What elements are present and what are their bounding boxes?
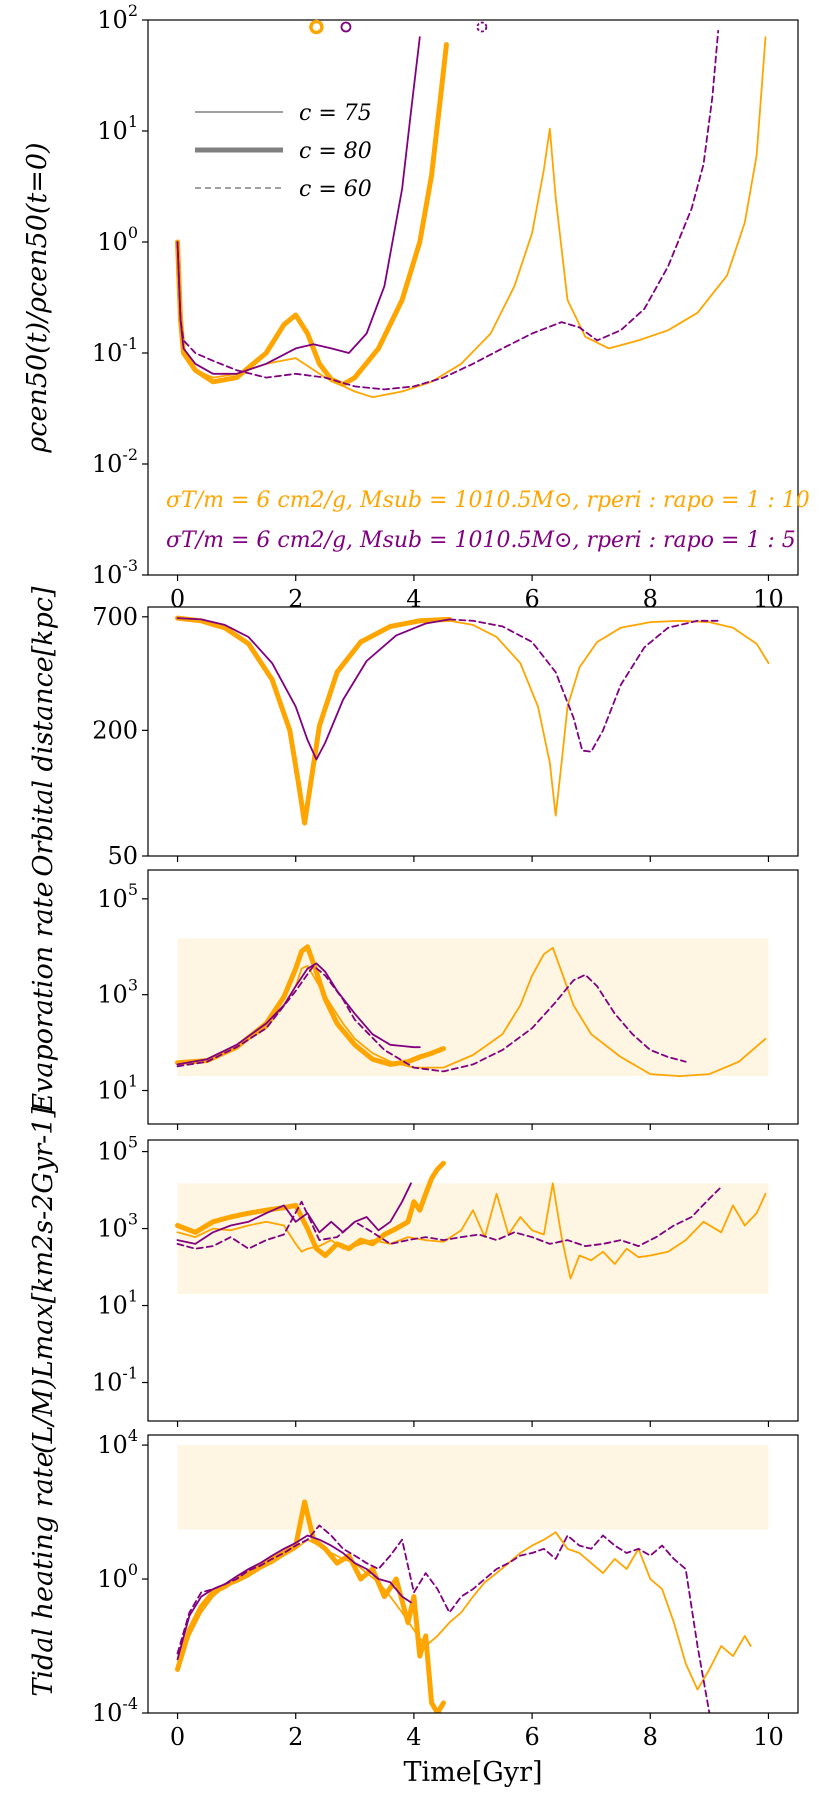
x-tick-label: 2 xyxy=(288,585,303,613)
x-tick-label: 10 xyxy=(753,585,784,613)
series-orange-thick xyxy=(175,615,452,826)
y-tick-label: 200 xyxy=(92,716,138,744)
series-purple-thin xyxy=(176,36,421,375)
y-axis-label: Orbital distance[kpc] xyxy=(28,586,59,877)
y-tick-label: 103 xyxy=(97,1210,138,1243)
y-tick-label: 105 xyxy=(97,1133,138,1166)
series-orange-thick xyxy=(175,1160,446,1258)
x-tick-label: 6 xyxy=(524,1723,539,1751)
x-tick-label: 2 xyxy=(288,1723,303,1751)
annotation-text: σT/m = 6 cm2/g, Msub = 1010.5M⊙, rperi :… xyxy=(166,488,810,513)
y-tick-label: 10-2 xyxy=(92,445,138,478)
series-purple-thin xyxy=(176,617,451,761)
band-region xyxy=(177,1445,769,1530)
panel-5: 0 2 4 6 8 10 10-4 100 104 Tidal heating rate Time[… xyxy=(28,1426,799,1788)
panel-frame xyxy=(147,606,799,857)
y-tick-label: 10-3 xyxy=(92,556,138,589)
series-purple-dashed xyxy=(176,29,720,391)
series-orange-thick xyxy=(175,42,449,387)
y-tick-label: 104 xyxy=(97,1426,138,1459)
x-tick-label: 8 xyxy=(643,585,658,613)
y-axis-label: Tidal heating rate xyxy=(28,1451,59,1696)
x-tick-label: 4 xyxy=(406,1723,421,1751)
y-tick-label: 10-1 xyxy=(92,334,138,367)
series-purple-dashed xyxy=(176,1186,723,1250)
series-purple-dashed xyxy=(448,618,723,753)
y-tick-label: 100 xyxy=(97,223,138,256)
panel-frame xyxy=(147,19,799,576)
marker-circle xyxy=(309,19,324,35)
series-orange-thick xyxy=(175,1499,446,1713)
y-tick-label: 10-4 xyxy=(92,1694,138,1727)
panel-frame xyxy=(147,1139,799,1422)
legend-entry: c = 75 xyxy=(299,101,372,126)
y-tick-label: 10-1 xyxy=(92,1364,138,1397)
y-tick-label: 100 xyxy=(97,1560,138,1593)
x-tick-label: 10 xyxy=(753,1723,784,1751)
panel-frame xyxy=(147,869,799,1125)
series-purple-dashed xyxy=(176,1524,711,1713)
y-axis-label: (L/M)Lmax[km2s-2Gyr-1] xyxy=(28,1107,59,1454)
panel-2: 50 200 700 Orbital distance[kpc] xyxy=(28,586,799,877)
x-tick-label: 8 xyxy=(643,1723,658,1751)
top-markers xyxy=(309,19,488,35)
legend-entry: c = 60 xyxy=(299,177,372,202)
panel-4: 10-1 101 103 105 (L/M)Lmax[km2s-2Gyr-1] xyxy=(28,1107,799,1454)
marker-circle xyxy=(340,21,352,33)
series-purple-thin xyxy=(176,1182,412,1245)
x-tick-label: 6 xyxy=(524,585,539,613)
x-tick-label: 0 xyxy=(170,1723,185,1751)
x-tick-label: 4 xyxy=(406,585,421,613)
series-orange-thin xyxy=(176,1182,767,1280)
series-purple-dashed xyxy=(176,964,687,1073)
panel-frame xyxy=(147,1434,799,1714)
series-purple-thin xyxy=(176,962,421,1066)
y-axis-label: ρcen50(t)/ρcen50(t=0) xyxy=(22,142,53,453)
y-tick-label: 700 xyxy=(92,603,138,631)
x-axis-label: Time[Gyr] xyxy=(403,1757,542,1788)
series-orange-thin xyxy=(176,1531,752,1691)
marker-circle xyxy=(476,21,488,33)
y-tick-label: 105 xyxy=(97,880,138,913)
series-orange-thin xyxy=(176,617,770,817)
y-tick-label: 101 xyxy=(97,1072,138,1105)
panel-3: 101 103 105 Evaporation rate xyxy=(28,869,799,1130)
legend: c = 75 c = 80 c = 60 xyxy=(195,101,372,202)
series-orange-thin xyxy=(176,36,767,399)
x-tick-label: 0 xyxy=(170,585,185,613)
y-tick-label: 102 xyxy=(97,1,138,34)
y-tick-label: 101 xyxy=(97,112,138,145)
y-tick-label: 103 xyxy=(97,976,138,1009)
legend-entry: c = 80 xyxy=(299,139,372,164)
y-tick-label: 101 xyxy=(97,1287,138,1320)
annotation-text: σT/m = 6 cm2/g, Msub = 1010.5M⊙, rperi :… xyxy=(166,528,796,553)
y-tick-label: 50 xyxy=(107,842,138,870)
band-region xyxy=(177,1183,769,1294)
y-axis-label: Evaporation rate xyxy=(28,881,59,1113)
panel-1: 0 2 4 6 8 10 10-3 10-2 10-1 100 101 102 ρcen50(t)/ρc… xyxy=(22,1,799,613)
